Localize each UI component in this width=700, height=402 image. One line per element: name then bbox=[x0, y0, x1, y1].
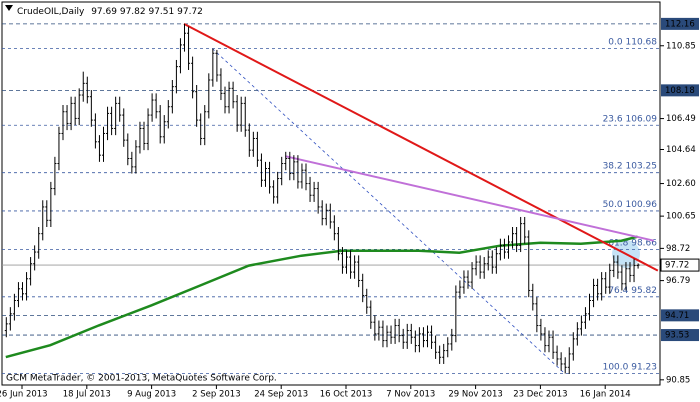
footer-credit: GCM MetaTrader, © 2001-2013, MetaQuotes … bbox=[6, 374, 277, 384]
fib-value: 110.68 bbox=[626, 37, 658, 47]
fib-level-label: 76.4 95.82 bbox=[608, 285, 657, 295]
fib-level-label: 38.2 103.25 bbox=[603, 161, 657, 171]
current-price-label: 97.72 bbox=[665, 261, 689, 271]
level-label-box bbox=[661, 309, 699, 322]
close-price: 97.72 bbox=[177, 7, 203, 17]
fib-level-label: 100.0 91.23 bbox=[603, 362, 657, 372]
fib-level-label: 23.6 106.09 bbox=[603, 114, 658, 124]
trend-line bbox=[183, 22, 659, 272]
plot-area: 0.0 110.68 23.6 106.09 38.2 103.25 50.0 100… bbox=[2, 22, 660, 374]
fib-level-label: 61.8 98.66 bbox=[608, 238, 657, 248]
level-label-box bbox=[661, 84, 699, 97]
y-tick-label: 100.65 bbox=[666, 212, 696, 222]
fib-level-label: 0.0 110.68 bbox=[608, 37, 657, 47]
y-tick-label: 106.49 bbox=[666, 114, 696, 124]
plot-frame bbox=[1, 1, 661, 386]
x-tick-label: 16 Oct 2013 bbox=[320, 390, 373, 400]
fib-ratio: 100.0 bbox=[603, 362, 629, 372]
x-tick-label: 2 Sep 2013 bbox=[192, 390, 240, 400]
y-tick-label: 104.64 bbox=[666, 145, 696, 155]
fib-value: 95.82 bbox=[631, 285, 657, 295]
level-label: 112.16 bbox=[665, 19, 695, 29]
y-tick-label: 110.85 bbox=[666, 41, 696, 51]
x-tick-label: 18 Jul 2013 bbox=[63, 390, 111, 400]
fib-value: 100.96 bbox=[626, 199, 658, 209]
level-label: 108.18 bbox=[665, 86, 695, 96]
collapse-arrow bbox=[5, 5, 13, 11]
y-tick-label: 98.72 bbox=[666, 244, 690, 254]
trend-line bbox=[285, 155, 655, 242]
fib-ratio: 38.2 bbox=[603, 161, 623, 171]
fib-value: 91.23 bbox=[631, 362, 657, 372]
fib-ratio: 23.6 bbox=[603, 114, 623, 124]
current-price-box bbox=[660, 258, 700, 272]
level-label-box bbox=[661, 329, 699, 342]
x-tick-label: 16 Jan 2014 bbox=[580, 390, 631, 400]
x-tick-label: 26 Jun 2013 bbox=[0, 390, 48, 400]
fib-ratio: 0.0 bbox=[608, 37, 623, 47]
level-label-box bbox=[661, 17, 699, 30]
y-tick-label: 90.85 bbox=[666, 375, 690, 385]
y-tick-label: 102.60 bbox=[666, 179, 696, 189]
x-tick-label: 7 Nov 2013 bbox=[386, 390, 435, 400]
low-price: 97.51 bbox=[148, 7, 174, 17]
chart-header: CrudeOIL,Daily 97.69 97.82 97.51 97.72 bbox=[17, 7, 203, 17]
fib-ratio: 76.4 bbox=[608, 285, 628, 295]
y-tick-label: 96.79 bbox=[666, 276, 690, 286]
x-tick-label: 9 Aug 2013 bbox=[127, 390, 176, 400]
fib-level-label: 50.0 100.96 bbox=[603, 199, 658, 209]
level-label: 94.71 bbox=[665, 311, 689, 321]
x-tick-label: 23 Dec 2013 bbox=[513, 390, 567, 400]
fib-value: 98.66 bbox=[631, 238, 657, 248]
fib-ratio: 61.8 bbox=[608, 238, 628, 248]
fib-value: 103.25 bbox=[626, 161, 658, 171]
x-tick-label: 24 Sep 2013 bbox=[254, 390, 308, 400]
level-label: 93.53 bbox=[665, 331, 689, 341]
x-tick-label: 29 Nov 2013 bbox=[448, 390, 502, 400]
fib-ratio: 50.0 bbox=[603, 199, 623, 209]
fib-trend-line bbox=[212, 48, 565, 374]
open-price: 97.69 bbox=[91, 7, 117, 17]
high-price: 97.82 bbox=[120, 7, 146, 17]
fib-value: 106.09 bbox=[626, 114, 658, 124]
symbol-title: CrudeOIL,Daily bbox=[17, 7, 85, 17]
axes: 110.85 106.49 104.64 102.60 100.65 98.72 96.79… bbox=[0, 17, 700, 400]
moving-average bbox=[5, 235, 638, 359]
